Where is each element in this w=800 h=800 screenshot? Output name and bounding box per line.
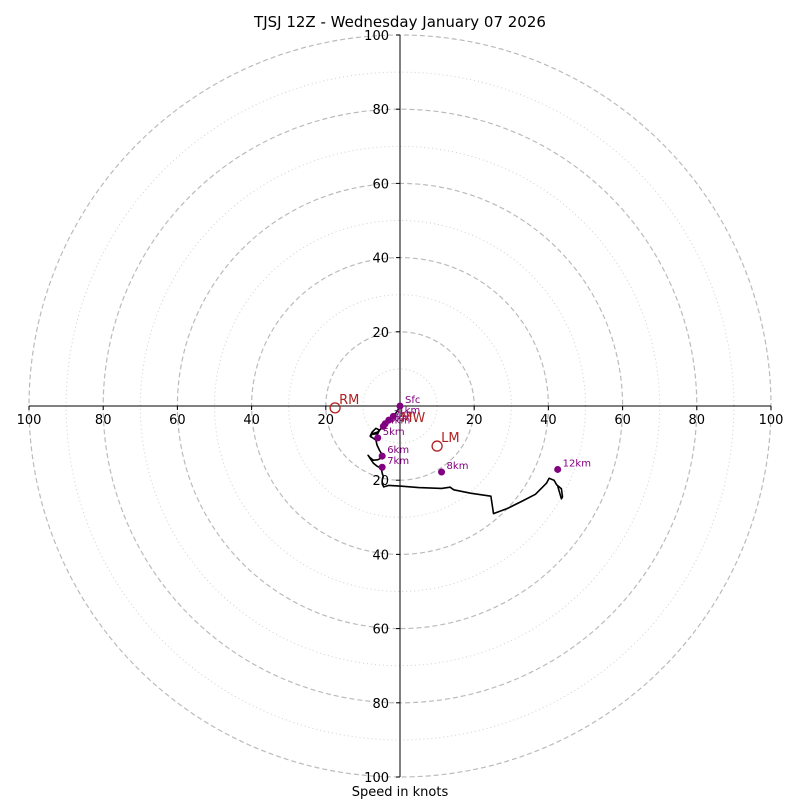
y-tick-label: 60 (372, 177, 389, 192)
height-label-2km: 2km (394, 409, 416, 420)
height-point-6km (378, 452, 386, 460)
marker-mw-label: MW (401, 411, 425, 426)
x-tick-label: 20 (466, 413, 483, 428)
x-tick-label: 40 (243, 413, 260, 428)
marker-rm-circle (329, 402, 341, 414)
x-tick-label: 100 (759, 413, 784, 428)
height-label-7km: 7km (387, 456, 409, 467)
height-point-8km (438, 468, 446, 476)
x-tick-label: 60 (614, 413, 631, 428)
x-tick-label: 100 (17, 413, 42, 428)
marker-rm-label: RM (339, 393, 359, 408)
x-tick-label: 20 (318, 413, 335, 428)
hodograph-trace (367, 405, 564, 515)
height-label-6km: 6km (387, 445, 409, 456)
height-label-3km: 3km (390, 413, 412, 424)
y-tick-label: 40 (372, 252, 389, 267)
y-tick-label: 40 (372, 548, 389, 563)
y-tick-label: 80 (372, 103, 389, 118)
x-tick-label: 80 (95, 413, 112, 428)
y-tick-label: 20 (372, 326, 389, 341)
marker-lm-label: LM (441, 431, 459, 446)
y-tick-label: 80 (372, 697, 389, 712)
y-tick-label: 60 (372, 623, 389, 638)
x-tick-label: 40 (540, 413, 557, 428)
y-tick-label: 20 (372, 474, 389, 489)
height-point-7km (378, 463, 386, 471)
storm-motion-markers: RM LM MW (329, 393, 460, 452)
wind-trace-line (367, 405, 564, 515)
height-point-4km (379, 422, 387, 430)
height-point-5km (374, 434, 382, 442)
height-label-4km: 4km (388, 415, 410, 426)
height-label-12km: 12km (563, 458, 591, 469)
tick-labels: 100 80 60 40 20 20 40 60 80 100 100 80 60 40 20 20 40 60 8… (17, 29, 784, 786)
y-tick-label: 100 (364, 29, 389, 44)
height-point-sfc (396, 402, 404, 410)
x-tick-label: 80 (689, 413, 706, 428)
height-point-12km (554, 465, 562, 473)
marker-lm-circle (431, 440, 443, 452)
height-label-8km: 8km (447, 461, 469, 472)
height-label-1km: 1km (398, 405, 420, 416)
height-label-sfc: Sfc (405, 395, 420, 406)
y-tick-label: 100 (364, 771, 389, 786)
x-tick-label: 60 (169, 413, 186, 428)
height-label-5km: 5km (383, 427, 405, 438)
chart-title: TJSJ 12Z - Wednesday January 07 2026 (253, 13, 546, 31)
x-axis-label: Speed in knots (352, 785, 449, 800)
